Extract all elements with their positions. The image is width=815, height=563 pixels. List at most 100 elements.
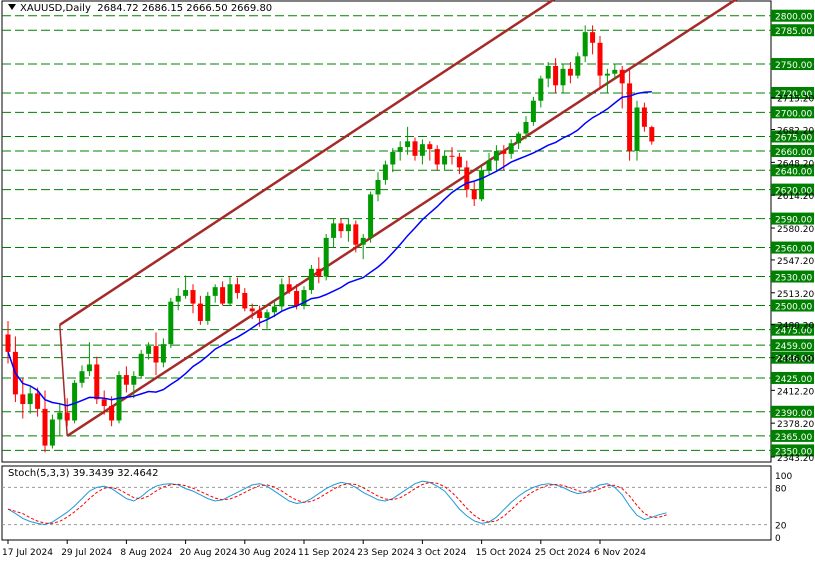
level-label-bg [771, 164, 814, 177]
candle-body [493, 150, 499, 161]
candle-body [79, 371, 85, 383]
stoch-signal-line [7, 481, 667, 524]
candle-body [301, 290, 307, 306]
candle [597, 36, 603, 89]
candle [205, 291, 211, 325]
candle [308, 264, 314, 294]
candle [493, 145, 499, 171]
candle [153, 332, 159, 376]
level-label: 2660.00 [775, 148, 812, 158]
candle-body [42, 408, 48, 446]
candle-body [338, 223, 344, 232]
candle [560, 64, 566, 94]
candle-body [597, 42, 603, 76]
candle-body [5, 334, 11, 352]
candle [382, 160, 388, 185]
candle [323, 234, 329, 281]
level-label: 2590.00 [775, 216, 812, 226]
stoch-scale-label: 100 [775, 472, 792, 482]
date-label: 6 Nov 2024 [594, 548, 646, 558]
stoch-scale-label: 0 [775, 534, 781, 544]
candle-body [604, 73, 610, 76]
candle-body [582, 32, 588, 57]
candle-body [279, 284, 285, 307]
candle [109, 396, 115, 427]
candle-body [27, 393, 33, 405]
candle-body [427, 144, 433, 150]
date-label: 20 Aug 2024 [180, 548, 238, 558]
candle [627, 68, 633, 161]
stoch-panel-frame [1, 465, 772, 541]
candle-body [101, 399, 107, 406]
stoch-scale-label: 80 [775, 484, 787, 494]
candle [123, 366, 129, 393]
candle-body [153, 346, 159, 363]
candle [79, 365, 85, 388]
candle [42, 390, 48, 453]
candle-body [649, 127, 655, 142]
candle-body [397, 147, 403, 152]
candle-body [294, 291, 300, 306]
candle-body [190, 290, 196, 304]
candle [582, 25, 588, 63]
candle [405, 126, 411, 155]
level-label-bg [771, 144, 814, 157]
dropdown-triangle-icon[interactable] [8, 4, 16, 10]
candle-body [360, 237, 366, 245]
candle [212, 284, 218, 303]
candle [434, 145, 440, 171]
date-label: 17 Jul 2024 [2, 548, 53, 558]
candle-body [123, 375, 129, 385]
level-label: 2475.00 [775, 327, 812, 337]
level-label-bg [771, 299, 814, 312]
level-label-bg [771, 429, 814, 442]
level-label: 2720.00 [775, 90, 812, 100]
level-label-bg [771, 87, 814, 100]
candle [168, 297, 174, 349]
level-label-bg [771, 323, 814, 336]
candle-body [35, 393, 41, 409]
symbol-label: XAUUSD,Daily [20, 3, 91, 14]
candle [567, 62, 573, 84]
candle-body [530, 100, 536, 122]
date-label: 11 Sep 2024 [298, 548, 355, 558]
candle [464, 160, 470, 198]
candle-body [501, 150, 507, 154]
level-label: 2560.00 [775, 245, 812, 255]
candle [94, 356, 100, 405]
candle-body [64, 412, 70, 421]
level-label-bg [771, 212, 814, 225]
candle-body [242, 292, 248, 309]
candle-body [345, 224, 351, 232]
level-label: 2675.00 [775, 133, 812, 143]
candle-body [575, 56, 581, 76]
candle [456, 152, 462, 175]
level-label-bg [771, 351, 814, 364]
level-label-bg [771, 444, 814, 457]
candle-body [390, 151, 396, 165]
level-label-bg [771, 130, 814, 143]
date-label: 3 Oct 2024 [416, 548, 466, 558]
candle [634, 100, 640, 161]
level-label: 2390.00 [775, 409, 812, 419]
candle-body [264, 312, 270, 319]
candle-body [316, 268, 322, 277]
candle-body [131, 376, 137, 385]
candle-body [146, 346, 152, 354]
candle [486, 152, 492, 175]
candle [101, 390, 107, 415]
candle [271, 301, 277, 318]
candle-body [249, 308, 255, 312]
candle-body [619, 69, 625, 84]
level-label: 2620.00 [775, 187, 812, 197]
candle-body [471, 189, 477, 200]
candle [619, 65, 625, 109]
candle [64, 398, 70, 427]
candle [412, 137, 418, 161]
level-label: 2500.00 [775, 303, 812, 313]
candle-body [442, 155, 448, 165]
candle [649, 125, 655, 145]
candle-body [375, 179, 381, 195]
candle-body [323, 237, 329, 277]
